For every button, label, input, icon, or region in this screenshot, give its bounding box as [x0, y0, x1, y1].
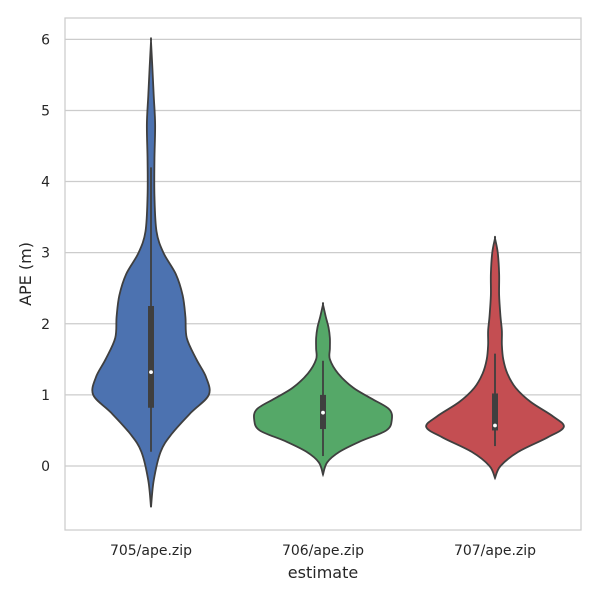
y-tick-label: 2 [41, 317, 50, 333]
y-tick-labels: 0 1 2 3 4 5 6 [41, 32, 50, 475]
x-tick-label: 707/ape.zip [454, 543, 536, 559]
x-axis-label: estimate [288, 563, 358, 582]
y-tick-label: 6 [41, 32, 50, 48]
violin-median-dot [493, 423, 497, 428]
violin-median-dot [149, 370, 153, 375]
y-tick-label: 4 [41, 175, 50, 191]
violins [91, 37, 565, 508]
violin-median-dot [321, 410, 325, 415]
y-tick-label: 1 [41, 388, 50, 404]
y-tick-label: 0 [41, 459, 50, 475]
x-tick-label: 706/ape.zip [282, 543, 364, 559]
y-tick-label: 3 [41, 246, 50, 262]
y-axis-label: APE (m) [16, 242, 35, 306]
plot-frame [64, 17, 582, 531]
y-tick-label: 5 [41, 103, 50, 119]
x-tick-labels: 705/ape.zip 706/ape.zip 707/ape.zip [110, 543, 536, 559]
x-tick-label: 705/ape.zip [110, 543, 192, 559]
